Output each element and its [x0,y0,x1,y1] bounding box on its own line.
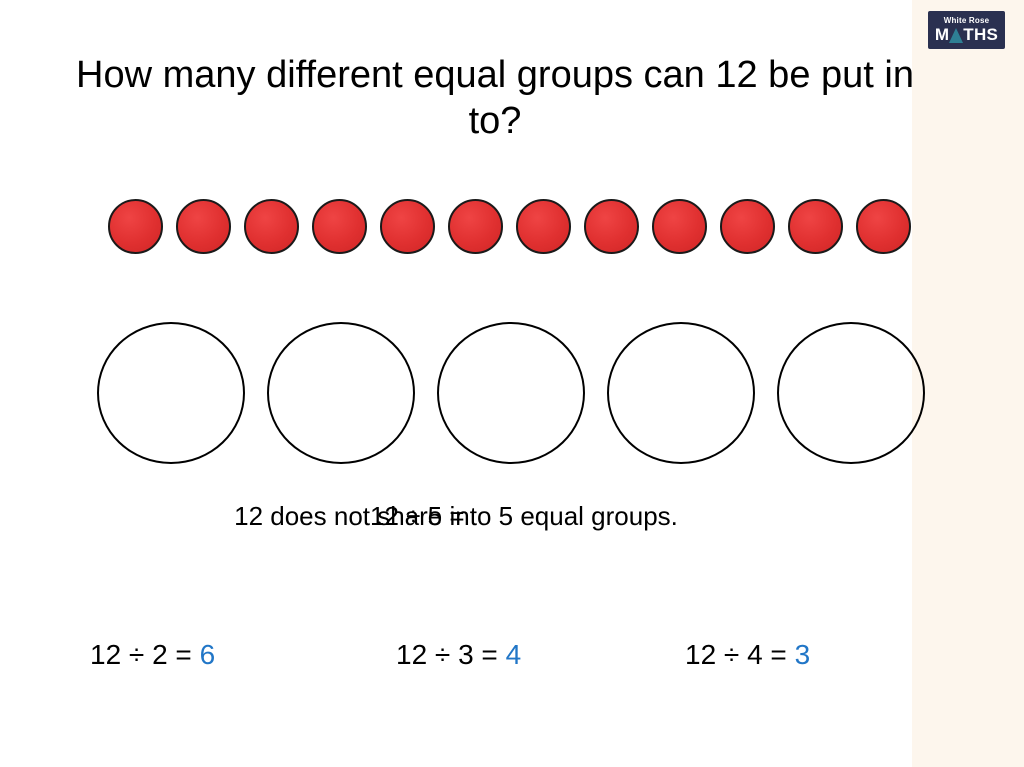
equation-expression: 12 ÷ 3 = [396,639,506,670]
equation-answer: 4 [505,639,522,670]
red-counter [788,199,843,254]
equation-item: 12 ÷ 4 = 3 [685,636,810,674]
red-counter [720,199,775,254]
logo-main-text: M THS [934,24,999,44]
triangle-icon [949,27,964,43]
equation-expression: 12 ÷ 2 = [90,639,200,670]
empty-group-circle [267,322,415,464]
red-counter [244,199,299,254]
red-counter [176,199,231,254]
equation-answer: 6 [199,639,216,670]
red-counter [312,199,367,254]
sentence-overlay-text: 12 ÷ 5 = [370,501,465,531]
right-edge-strip [912,0,1024,767]
sentence-layer: 12 does not share into 5 equal groups. 1… [0,498,912,542]
empty-group-circle [97,322,245,464]
red-counter [108,199,163,254]
page-title: How many different equal groups can 12 b… [76,54,914,142]
equation-expression: 12 ÷ 4 = [685,639,795,670]
red-counter [516,199,571,254]
equation-item: 12 ÷ 2 = 6 [90,636,215,674]
equation-answer: 3 [794,639,811,670]
red-counter [448,199,503,254]
sentence-main-text: 12 does not share into 5 equal groups. [234,501,678,531]
white-rose-maths-logo: White Rose M THS [928,11,1005,49]
empty-group-circle [437,322,585,464]
red-counter [380,199,435,254]
group-circles-row [97,322,925,470]
empty-group-circle [777,322,925,464]
red-counter [856,199,911,254]
red-counter [652,199,707,254]
logo-top-text: White Rose [943,15,990,25]
equations-row: 12 ÷ 2 = 6 12 ÷ 3 = 4 12 ÷ 4 = 3 [60,636,910,680]
counters-row [108,199,918,257]
equation-item: 12 ÷ 3 = 4 [396,636,521,674]
logo-letter-m: M [934,24,950,44]
logo-letters-ths: THS [963,24,999,44]
red-counter [584,199,639,254]
empty-group-circle [607,322,755,464]
